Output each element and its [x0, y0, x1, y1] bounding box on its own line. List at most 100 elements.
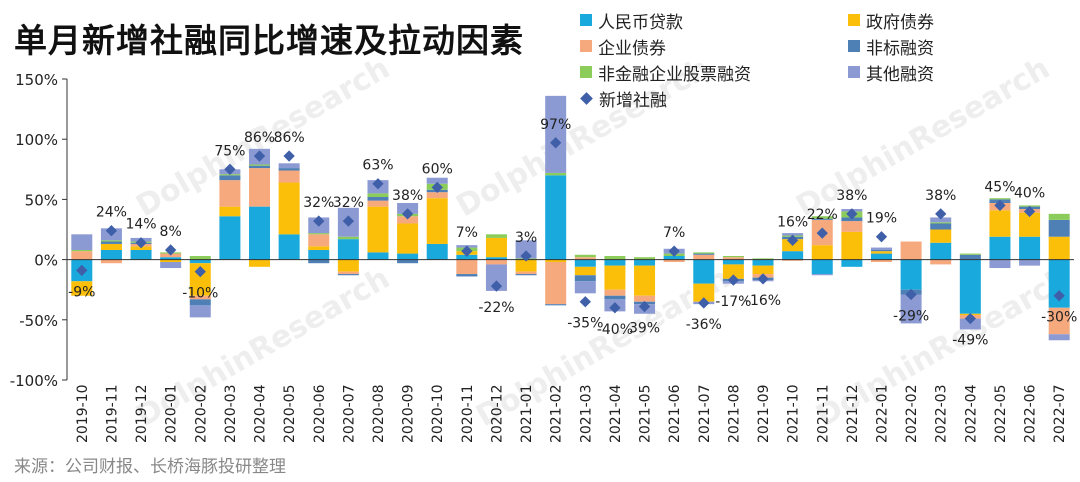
x-tick-label: 2021-09	[756, 385, 772, 444]
bar-segment-gov_bonds	[397, 223, 419, 254]
x-tick-label: 2021-06	[667, 384, 683, 443]
total-marker	[550, 137, 562, 149]
bar-segment-rmb_loans	[219, 216, 241, 260]
total-marker	[135, 237, 147, 249]
bar-segment-corp_bonds	[604, 289, 626, 296]
total-marker	[846, 208, 858, 220]
legend-swatch	[848, 40, 860, 52]
legend-label: 企业债券	[598, 38, 666, 59]
bar-segment-rmb_loans	[160, 257, 182, 260]
bar-segment-corp_bonds	[693, 254, 715, 260]
bar-segment-rmb_loans	[337, 239, 359, 260]
x-tick-label: 2020-04	[253, 384, 269, 443]
legend-item-rmb-loans: 人民币贷款	[580, 8, 683, 33]
bar-segment-rmb_loans	[308, 249, 330, 260]
total-marker	[342, 215, 355, 227]
x-tick-label: 2022-02	[904, 385, 920, 444]
bar-segment-gov_bonds	[100, 243, 122, 250]
legend-item-gov-bonds: 政府债券	[848, 8, 934, 33]
bar-segment-rmb_loans	[989, 236, 1011, 260]
bar-segment-nonstandard	[456, 274, 478, 277]
legend-swatch	[580, 14, 592, 26]
total-marker	[905, 288, 917, 301]
bar-segment-other	[900, 294, 922, 324]
data-label: 40%	[1014, 185, 1045, 201]
data-label: 86%	[274, 130, 305, 146]
bar-segment-equity	[308, 233, 330, 235]
bar-segment-other	[545, 95, 567, 173]
bar-segment-nonstandard	[693, 253, 715, 255]
bar-segment-rmb_loans	[900, 259, 922, 290]
x-tick-label: 2020-06	[312, 384, 328, 443]
x-tick-label: 2022-03	[934, 385, 950, 444]
bar-segment-nonstandard	[870, 249, 892, 252]
bar-segment-other	[485, 264, 507, 291]
legend-swatch	[848, 66, 860, 78]
bar-segment-gov_bonds	[337, 259, 359, 272]
bar-segment-corp_bonds	[870, 259, 892, 263]
bar-segment-corp_bonds	[1048, 307, 1070, 335]
data-label: -17%	[715, 294, 751, 310]
total-marker	[520, 250, 532, 262]
x-tick-label: 2019-10	[75, 385, 91, 444]
bar-segment-rmb_loans	[959, 259, 981, 314]
data-label: 22%	[807, 207, 838, 223]
x-tick-label: 2021-03	[578, 385, 594, 444]
total-marker	[313, 215, 325, 227]
bar-segment-gov_bonds	[219, 206, 241, 217]
data-label: 45%	[984, 179, 1015, 195]
total-marker	[668, 245, 680, 257]
bar-segment-rmb_loans	[634, 259, 656, 266]
x-tick-label: 2021-12	[845, 385, 861, 444]
total-marker	[994, 199, 1006, 212]
bar-segment-rmb_loans	[249, 206, 271, 260]
bar-segment-equity	[959, 253, 981, 255]
bar-segment-gov_bonds	[426, 198, 448, 244]
data-label: 3%	[515, 230, 537, 246]
total-marker	[431, 181, 443, 194]
bar-segment-nonstandard	[1048, 219, 1070, 237]
data-label: -22%	[478, 300, 514, 316]
bar-segment-equity	[367, 193, 389, 197]
data-label: 7%	[663, 225, 685, 241]
data-label: 24%	[96, 205, 127, 221]
legend-swatch	[580, 66, 592, 78]
bar-segment-gov_bonds	[367, 206, 389, 253]
bar-segment-nonstandard	[278, 168, 300, 171]
total-marker	[1023, 205, 1036, 218]
bar-segment-other	[930, 217, 952, 223]
bar-segment-rmb_loans	[130, 249, 152, 260]
bar-segment-rmb_loans	[485, 257, 507, 260]
x-tick-label: 2021-04	[608, 384, 624, 443]
bar-segment-corp_bonds	[308, 234, 330, 247]
x-tick-label: 2020-03	[223, 385, 239, 444]
bar-segment-rmb_loans	[870, 253, 892, 260]
legend-item-corp-bonds: 企业债券	[580, 34, 666, 59]
x-tick-label: 2022-04	[963, 384, 979, 443]
bar-segment-nonstandard	[189, 299, 211, 306]
x-tick-label: 2021-08	[726, 385, 742, 444]
x-tick-label: 2020-02	[193, 385, 209, 444]
bar-segment-corp_bonds	[189, 295, 211, 300]
y-tick-label: -50%	[19, 312, 58, 330]
bar-segment-rmb_loans	[604, 259, 626, 266]
data-label: -49%	[952, 333, 988, 349]
legend-swatch	[848, 14, 860, 26]
bar-segment-nonstandard	[367, 196, 389, 201]
bar-segment-rmb_loans	[722, 259, 744, 265]
bar-segment-gov_bonds	[1019, 212, 1041, 237]
bar-segment-equity	[1048, 213, 1070, 220]
total-marker	[253, 150, 266, 162]
bar-segment-equity	[100, 240, 122, 242]
bar-segment-nonstandard	[219, 175, 241, 181]
data-label: 14%	[125, 217, 156, 233]
bar-segment-gov_bonds	[752, 265, 774, 275]
data-label: 86%	[244, 130, 275, 146]
source-note: 来源：公司财报、长桥海豚投研整理	[14, 457, 286, 477]
bar-segment-corp_bonds	[367, 200, 389, 207]
x-tick-label: 2020-01	[164, 385, 180, 444]
bar-segment-other	[1019, 259, 1041, 266]
x-tick-label: 2022-05	[993, 385, 1009, 443]
bar-segment-rmb_loans	[782, 251, 804, 260]
bar-segment-corp_bonds	[634, 295, 656, 302]
